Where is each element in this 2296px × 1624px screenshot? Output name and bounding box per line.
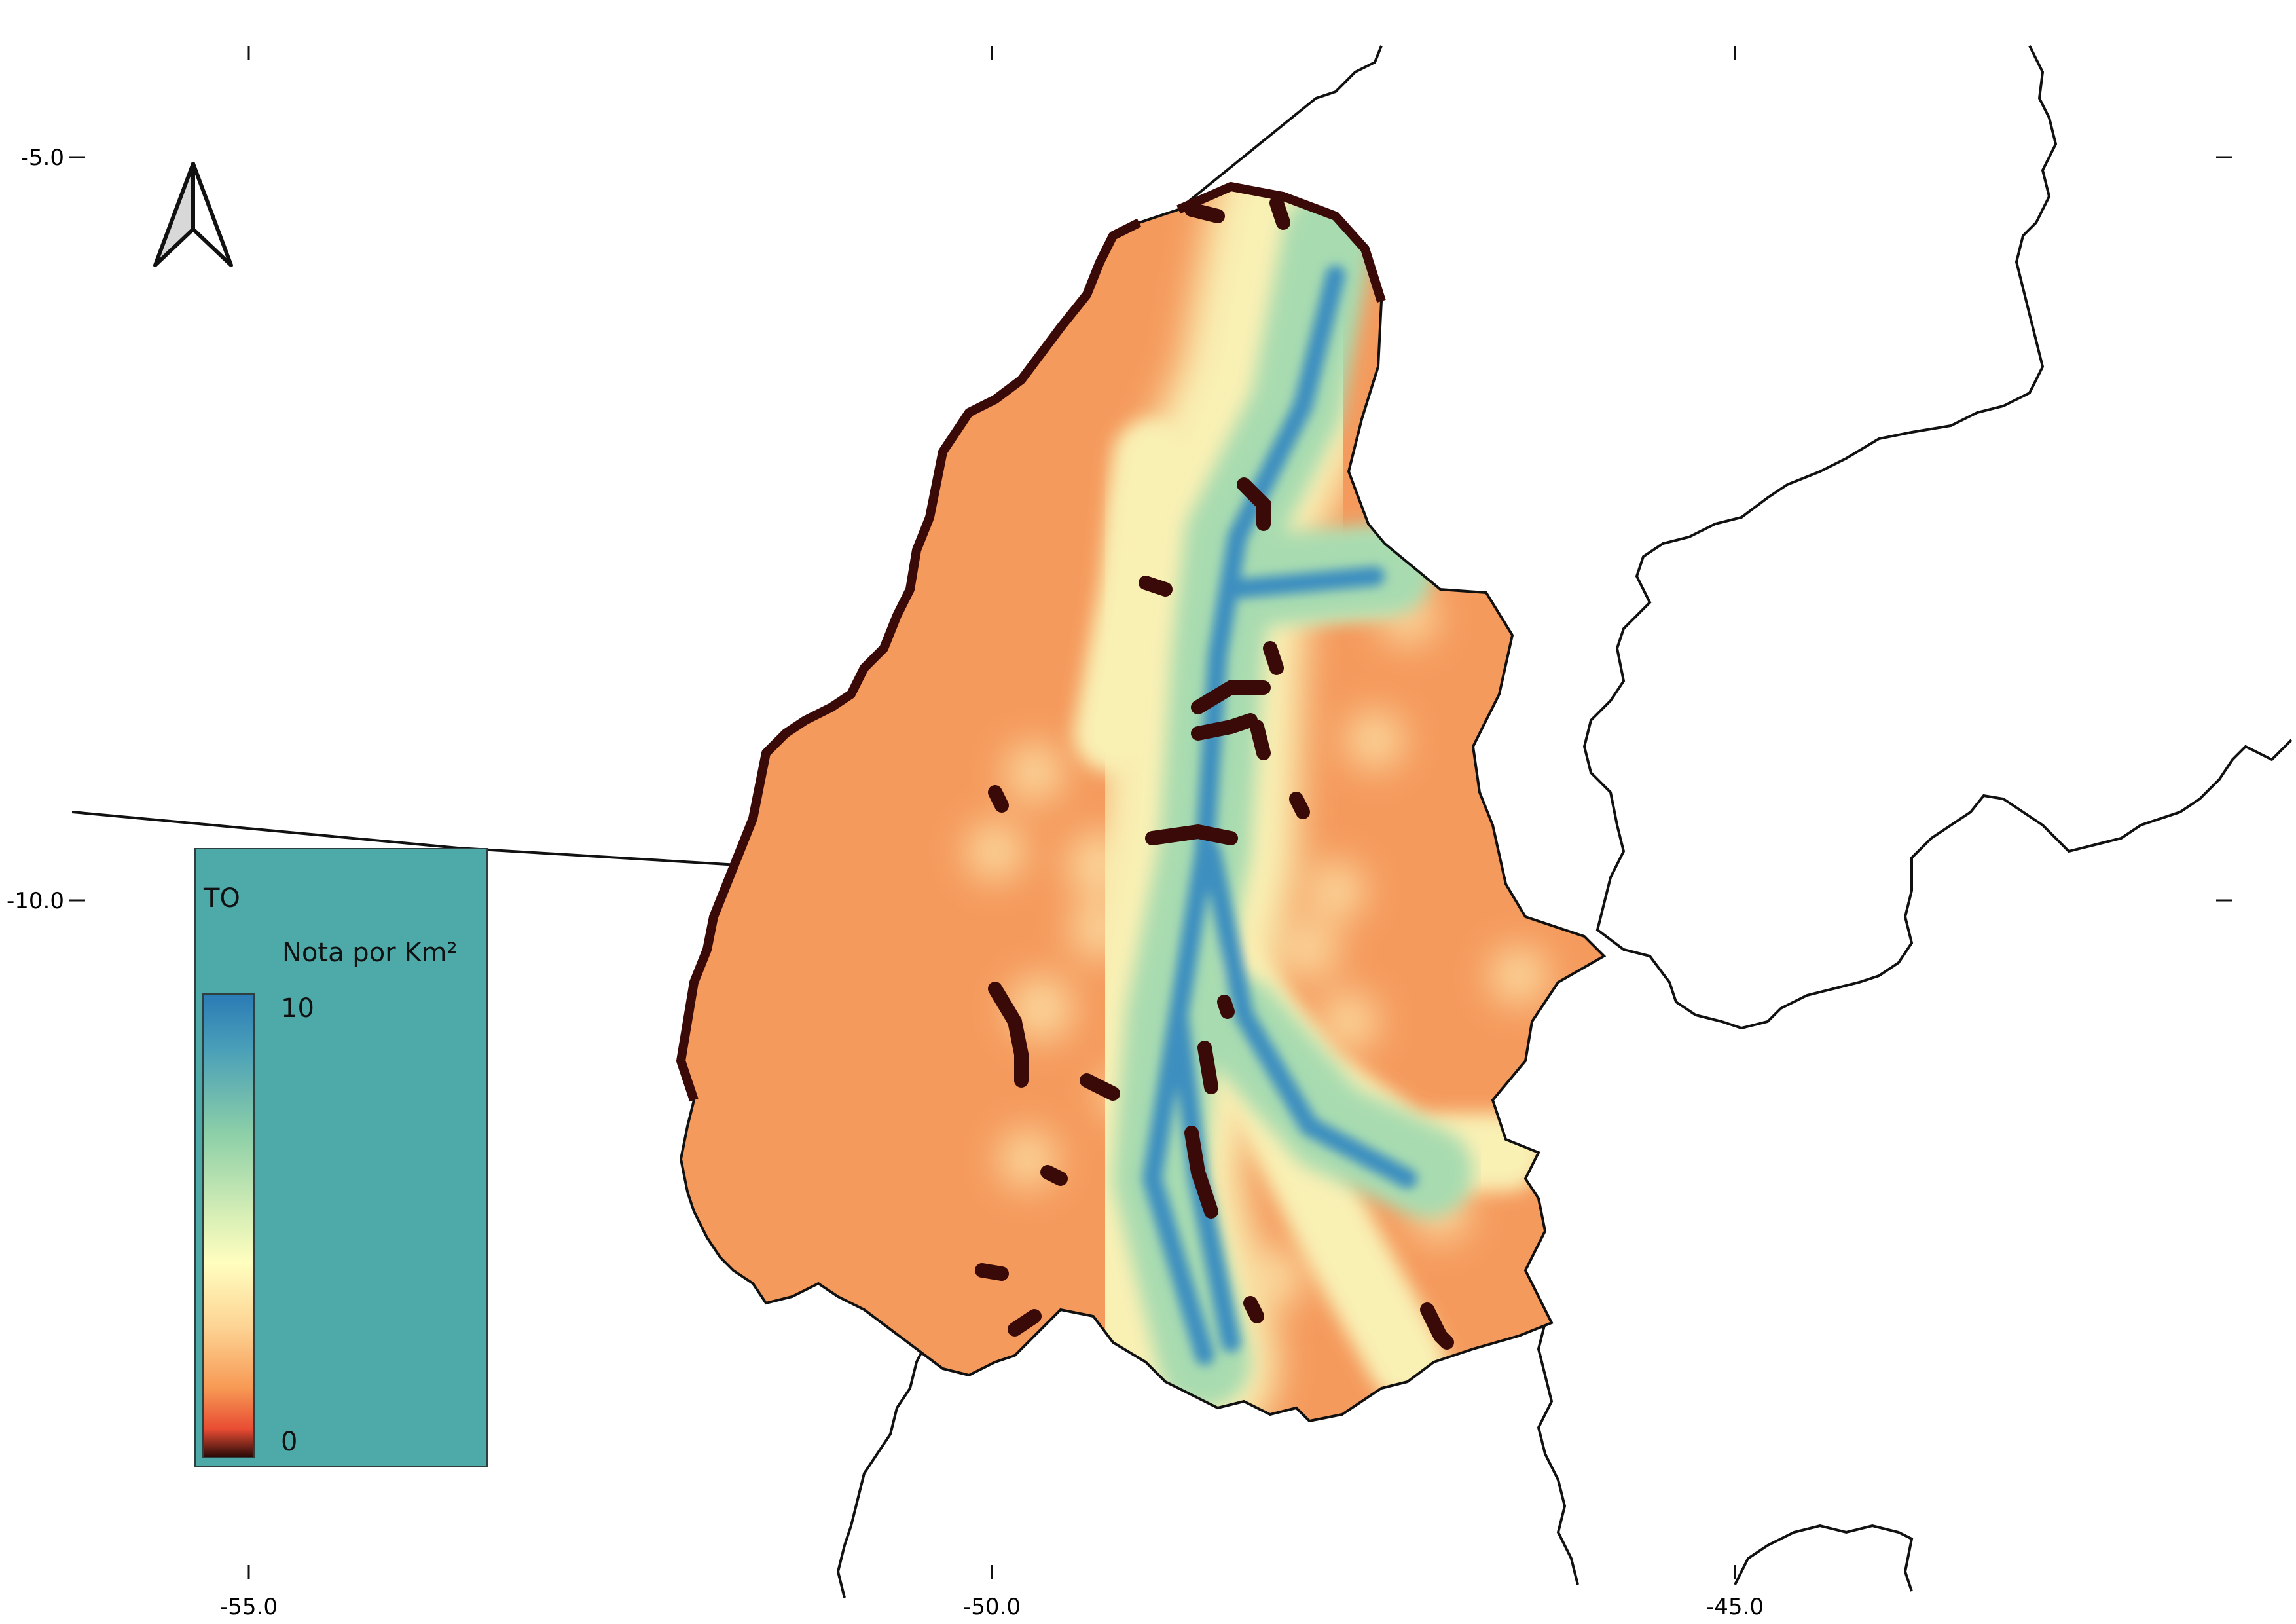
x-tick-label: -50.0 bbox=[963, 1594, 1021, 1620]
boundary-north-diagonal bbox=[1177, 45, 1383, 211]
north-arrow-icon bbox=[153, 162, 233, 267]
dark-segment bbox=[1250, 720, 1271, 760]
dark-segment bbox=[1145, 824, 1238, 845]
dark-segment bbox=[1191, 713, 1258, 741]
boundary-south-east bbox=[1537, 1322, 1579, 1585]
dark-segment bbox=[1420, 1302, 1454, 1350]
dark-segment bbox=[1008, 1309, 1042, 1337]
state-outline bbox=[676, 182, 1607, 1423]
y-tick-label: -10.0 bbox=[7, 888, 64, 914]
dark-segment bbox=[1191, 680, 1271, 714]
dark-segment bbox=[1289, 792, 1310, 819]
dark-segment bbox=[1197, 1041, 1218, 1094]
dark-segment bbox=[1243, 1296, 1264, 1323]
dark-segment bbox=[1217, 995, 1235, 1019]
y-axis-labels: -5.0 -10.0 bbox=[7, 145, 64, 914]
dark-segment bbox=[1184, 202, 1225, 223]
legend-color-ramp bbox=[202, 993, 255, 1458]
dark-segment bbox=[1269, 196, 1290, 230]
dark-segment bbox=[1080, 1073, 1120, 1101]
legend-max-label: 10 bbox=[281, 993, 314, 1024]
dark-segment bbox=[1040, 1165, 1068, 1186]
legend-min-label: 0 bbox=[281, 1427, 298, 1457]
boundary-east-state bbox=[1582, 45, 2293, 1030]
dark-segment bbox=[1237, 477, 1271, 531]
x-axis-labels: -55.0 -50.0 -45.0 bbox=[220, 1594, 1764, 1620]
x-tick-label: -45.0 bbox=[1706, 1594, 1764, 1620]
legend-subtitle: Nota por Km² bbox=[282, 938, 458, 968]
dark-segment bbox=[988, 785, 1009, 813]
raster-corridor-blue bbox=[1142, 265, 1417, 1365]
boundary-south-corner bbox=[1734, 1524, 1914, 1592]
x-tick-label: -55.0 bbox=[220, 1594, 278, 1620]
dark-segment bbox=[1263, 641, 1284, 675]
map-legend: TO Nota por Km² 10 0 bbox=[194, 848, 488, 1467]
axis-ticks bbox=[69, 46, 2232, 1579]
y-tick-label: -5.0 bbox=[21, 145, 64, 171]
dark-segments bbox=[975, 196, 1454, 1350]
dark-segment bbox=[1184, 1126, 1218, 1219]
state-border-dark-northwest bbox=[676, 182, 1386, 1102]
legend-title: TO bbox=[204, 883, 240, 913]
dark-segment bbox=[1139, 576, 1173, 597]
dark-segment bbox=[988, 982, 1029, 1088]
dark-segment bbox=[975, 1263, 1009, 1281]
